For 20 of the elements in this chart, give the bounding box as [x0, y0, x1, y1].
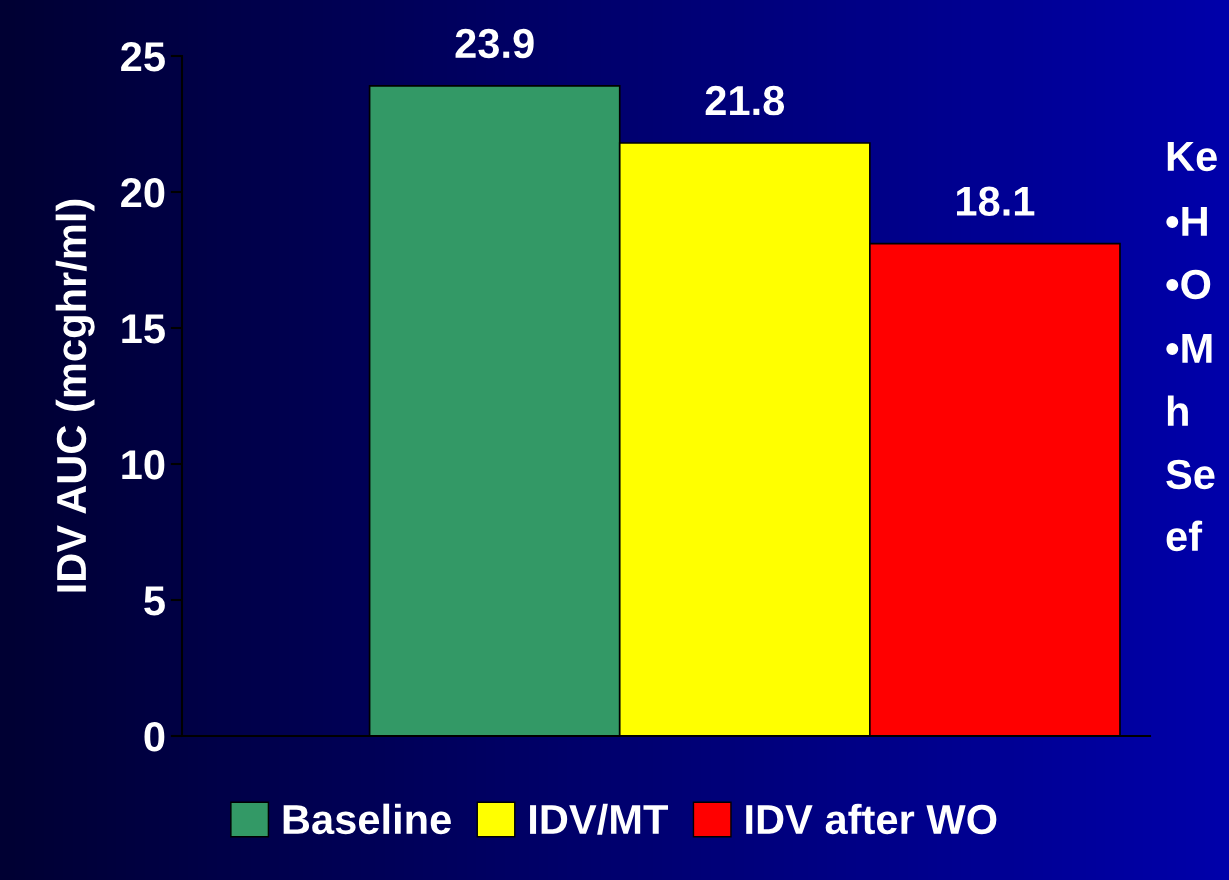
text: •H	[1166, 207, 1207, 236]
text: Ke	[1167, 142, 1217, 172]
y-tick-label: 5	[144, 586, 165, 616]
y-tick-label: 25	[121, 42, 165, 72]
y-tick-label: 15	[122, 314, 165, 344]
data-label: 18.1	[957, 186, 1035, 216]
y-tick-label: 20	[121, 178, 165, 208]
y-axis-title: IDV AUC (mcghr/ml)	[55, 199, 95, 592]
text: Se	[1166, 459, 1215, 490]
text: •M	[1166, 334, 1212, 363]
legend-label: IDV/MT	[530, 803, 669, 835]
text: h	[1167, 395, 1188, 426]
data-label: 23.9	[455, 28, 534, 59]
text: ef	[1166, 520, 1203, 552]
data-label: 21.8	[705, 85, 785, 116]
y-tick-label: 10	[122, 450, 165, 480]
legend-label: Baseline	[283, 803, 451, 835]
y-tick-label: 0	[144, 722, 165, 752]
text: •O	[1166, 269, 1211, 300]
legend-label: IDV after WO	[746, 803, 997, 835]
